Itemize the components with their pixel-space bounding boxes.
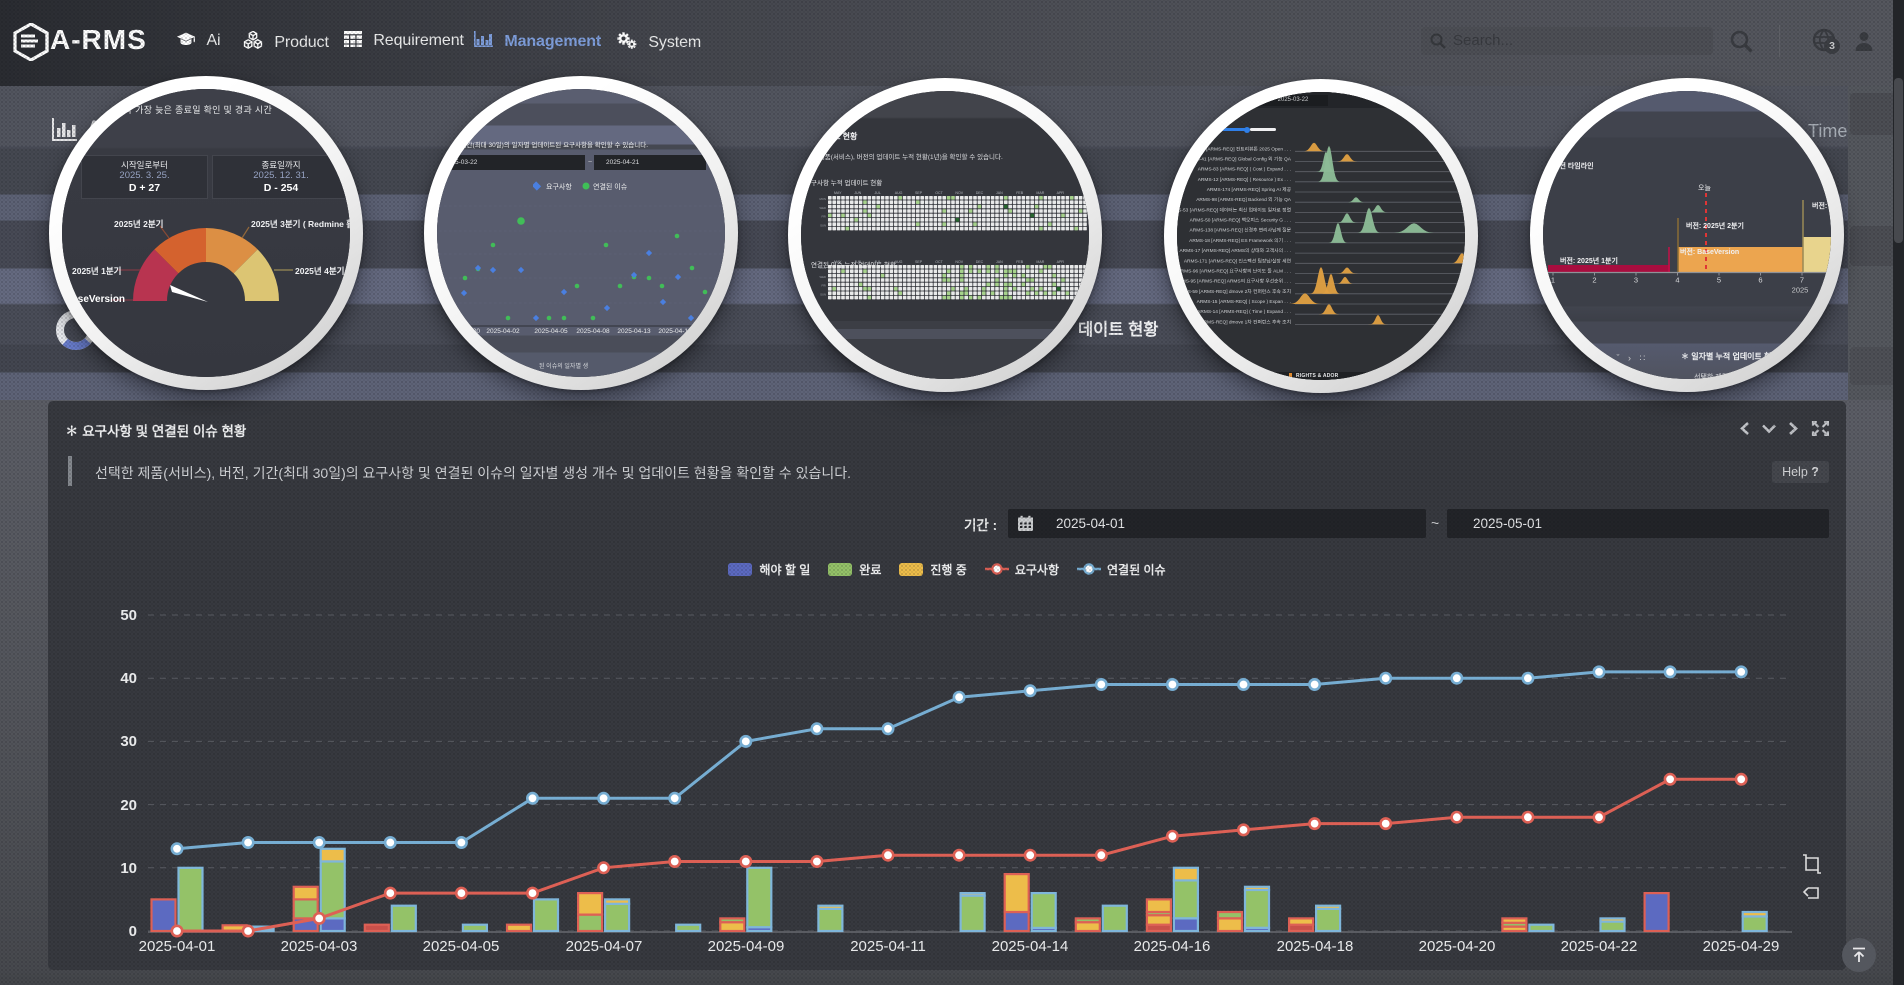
svg-text:FEB: FEB bbox=[1016, 191, 1024, 195]
svg-text:ARMS-171 [ARMS-REQ] 인스펙션 팀장님/: ARMS-171 [ARMS-REQ] 인스펙션 팀장님/실장 세연 bbox=[1184, 257, 1291, 264]
svg-text:MAR: MAR bbox=[1036, 191, 1044, 195]
svg-text:ARMS-18 [ARMS-REQ] ES Framewo: ARMS-18 [ARMS-REQ] ES Framework 의기 . . . bbox=[1189, 237, 1291, 244]
svg-text:ARMS-174 [ARMS-REQ] Spring AI: ARMS-174 [ARMS-REQ] Spring AI 제공 bbox=[1207, 186, 1292, 193]
svg-text:버전 타임라인: 버전 타임라인 bbox=[1553, 161, 1594, 170]
svg-text:FRI: FRI bbox=[821, 215, 826, 219]
svg-text:JAN: JAN bbox=[996, 260, 1003, 264]
svg-text:WED: WED bbox=[819, 206, 826, 210]
svg-text:버전: 202: 버전: 202 bbox=[1812, 201, 1831, 210]
svg-text:7: 7 bbox=[1800, 276, 1804, 285]
svg-text:요구사항: 요구사항 bbox=[546, 182, 572, 191]
svg-text:ARMS-96 [ARMS-REQ] 요구사항의 난이도: ARMS-96 [ARMS-REQ] 요구사항의 난이도 둘 ALM . . . bbox=[1177, 268, 1291, 275]
svg-text:SUN: SUN bbox=[820, 223, 826, 227]
svg-text:APR: APR bbox=[1057, 260, 1065, 264]
svg-text:SUN: SUN bbox=[820, 292, 826, 296]
svg-text:25-03-30: 25-03-30 bbox=[454, 328, 480, 335]
svg-text:50: 50 bbox=[120, 607, 137, 624]
svg-text:2025-04-08: 2025-04-08 bbox=[576, 328, 610, 335]
svg-text:ARMS-98 [ARMS-REQ] Backend 외: ARMS-98 [ARMS-REQ] Backend 외 기능 QA bbox=[1196, 196, 1292, 203]
svg-text:버전: 2025년 2분기: 버전: 2025년 2분기 bbox=[1686, 221, 1744, 230]
svg-text:MAR: MAR bbox=[1036, 260, 1044, 264]
svg-text:ARMS-59 [ARMS-REQ] dmove 2차 컨: ARMS-59 [ARMS-REQ] dmove 2차 컨퍼런스 후속 조치 bbox=[1177, 288, 1291, 295]
svg-text:FEB: FEB bbox=[1016, 260, 1024, 264]
svg-text:ARMS-15 [ARMS-REQ] ( Scope ): ARMS-15 [ARMS-REQ] ( Scope ) Expan . . . bbox=[1197, 299, 1291, 305]
svg-text:2025-04-16: 2025-04-16 bbox=[1134, 938, 1211, 955]
svg-text:2025-04-07: 2025-04-07 bbox=[566, 938, 643, 955]
svg-text:ARMS-50 [ARMS-REQ] 백오피스 Secur: ARMS-50 [ARMS-REQ] 백오피스 Security G . . . bbox=[1190, 217, 1291, 224]
svg-text:2025-04-13: 2025-04-13 bbox=[617, 328, 651, 335]
svg-text:2: 2 bbox=[1592, 276, 1596, 285]
svg-text:2025-04-02: 2025-04-02 bbox=[486, 328, 520, 335]
svg-text:FRI: FRI bbox=[821, 284, 826, 288]
svg-text:40: 40 bbox=[120, 670, 137, 687]
svg-text:NOV: NOV bbox=[955, 191, 963, 195]
svg-text:2025: 2025 bbox=[1792, 286, 1809, 295]
svg-text:ARMS-95 [ARMS-REQ] ARMS의 요구사항: ARMS-95 [ARMS-REQ] ARMS의 요구사항 우선순위 . . . bbox=[1177, 278, 1291, 285]
svg-text:4: 4 bbox=[1675, 276, 1679, 285]
svg-text:AUG: AUG bbox=[895, 191, 903, 195]
svg-text:NOV: NOV bbox=[955, 260, 963, 264]
svg-text:2025-04-29: 2025-04-29 bbox=[1703, 938, 1780, 955]
svg-text:WED: WED bbox=[819, 275, 826, 279]
svg-text:10: 10 bbox=[120, 860, 137, 877]
svg-text:오늘: 오늘 bbox=[1698, 184, 1711, 192]
svg-text:[ARMS-REQ] dmove 1차 컨퍼런스 후속 조치: [ARMS-REQ] dmove 1차 컨퍼런스 후속 조치 bbox=[1199, 318, 1291, 325]
svg-text:2025-04-05: 2025-04-05 bbox=[534, 328, 568, 335]
svg-text:MON: MON bbox=[819, 266, 826, 270]
svg-text:연결된 이슈: 연결된 이슈 bbox=[593, 182, 628, 191]
svg-text:2025-04-18: 2025-04-18 bbox=[1277, 938, 1354, 955]
svg-text:JUN: JUN bbox=[854, 260, 861, 264]
svg-text:ARMS-41 [ARMS-REQ] Global Con: ARMS-41 [ARMS-REQ] Global Config 외 기능 QA bbox=[1186, 156, 1292, 163]
svg-text:DEC: DEC bbox=[976, 191, 984, 195]
svg-text:6: 6 bbox=[1758, 276, 1762, 285]
svg-text:JAN: JAN bbox=[996, 191, 1003, 195]
svg-text:1: 1 bbox=[1551, 276, 1555, 285]
svg-text:DEC: DEC bbox=[976, 260, 984, 264]
svg-text:APR: APR bbox=[1057, 191, 1065, 195]
svg-text:JUN: JUN bbox=[854, 191, 861, 195]
svg-text:JUL: JUL bbox=[875, 191, 881, 195]
svg-text:OCT: OCT bbox=[935, 191, 943, 195]
svg-text:2025-04-22: 2025-04-22 bbox=[1561, 938, 1638, 955]
svg-text:OCT: OCT bbox=[935, 260, 943, 264]
svg-text:ARMS-53 [ARMS-REQ] 데이터는 최신 업데이: ARMS-53 [ARMS-REQ] 데이터는 최신 업데이트 일자로 정렬 bbox=[1177, 206, 1291, 213]
svg-text:2025-04-14: 2025-04-14 bbox=[992, 938, 1069, 955]
svg-text:2025-04-01: 2025-04-01 bbox=[139, 938, 216, 955]
svg-text:ARMS-14 [ARMS-REQ] ( Time ) E: ARMS-14 [ARMS-REQ] ( Time ) Expand . . . bbox=[1197, 309, 1291, 315]
svg-text:20: 20 bbox=[120, 797, 137, 814]
svg-text:2025-04-16: 2025-04-16 bbox=[658, 328, 692, 335]
svg-text:2025-04-11: 2025-04-11 bbox=[850, 938, 926, 955]
svg-text:JUL: JUL bbox=[875, 260, 881, 264]
svg-text:ARMS-83 [ARMS-REQ] ( Cost ) E: ARMS-83 [ARMS-REQ] ( Cost ) Expand . . . bbox=[1198, 167, 1291, 173]
svg-text:MAY: MAY bbox=[834, 260, 842, 264]
svg-text:2025-04-05: 2025-04-05 bbox=[423, 938, 500, 955]
svg-text:버전: BaseVersion: 버전: BaseVersion bbox=[1680, 247, 1739, 256]
svg-text:SEP: SEP bbox=[915, 260, 923, 264]
svg-text:0: 0 bbox=[129, 923, 137, 940]
svg-text:버전: 2025년 1분기: 버전: 2025년 1분기 bbox=[1560, 256, 1618, 265]
svg-text:3: 3 bbox=[1634, 276, 1638, 285]
svg-text:2025-04-03: 2025-04-03 bbox=[281, 938, 358, 955]
svg-text:MON: MON bbox=[819, 197, 826, 201]
svg-text:AUG: AUG bbox=[895, 260, 903, 264]
svg-text:5: 5 bbox=[1717, 276, 1721, 285]
svg-text:ARMS-12 [ARMS-REQ] ( Resource: ARMS-12 [ARMS-REQ] ( Resource ) Ex . . . bbox=[1198, 177, 1291, 183]
svg-text:2025-04-09: 2025-04-09 bbox=[708, 938, 785, 955]
svg-text:30: 30 bbox=[120, 733, 137, 750]
svg-text:ARMS-138 [ARMS-REQ] 신경후 변리사님께: ARMS-138 [ARMS-REQ] 신경후 변리사님께 질문 bbox=[1190, 227, 1292, 234]
svg-text:SEP: SEP bbox=[915, 191, 923, 195]
svg-text:ARMS-43 [ARMS-REQ] 컨트리뷰톤 2025: ARMS-43 [ARMS-REQ] 컨트리뷰톤 2025 Open . . . bbox=[1184, 145, 1291, 152]
svg-text:MAY: MAY bbox=[834, 191, 842, 195]
svg-text:ARMS-17 [ARMS-REQ] ARMS의 상태와: ARMS-17 [ARMS-REQ] ARMS의 상태와 고객사의 . . . bbox=[1179, 247, 1291, 254]
svg-text:2025-04-20: 2025-04-20 bbox=[1419, 938, 1496, 955]
